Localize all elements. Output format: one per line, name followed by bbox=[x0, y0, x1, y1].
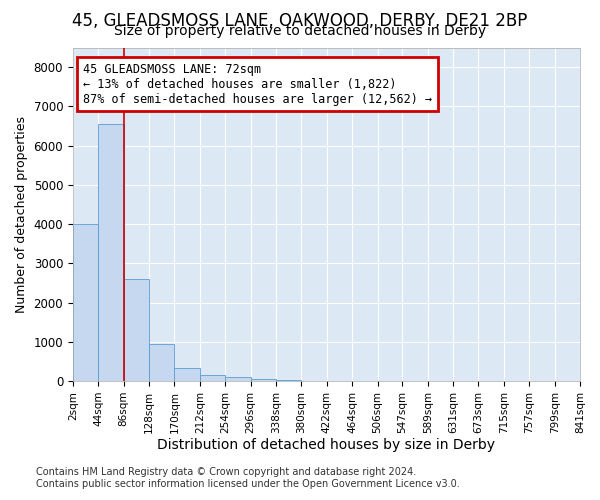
Bar bbox=[225, 377, 251, 381]
Bar bbox=[73, 224, 98, 381]
Bar bbox=[98, 124, 124, 381]
Bar bbox=[149, 344, 175, 381]
Text: 45 GLEADSMOSS LANE: 72sqm
← 13% of detached houses are smaller (1,822)
87% of se: 45 GLEADSMOSS LANE: 72sqm ← 13% of detac… bbox=[83, 62, 432, 106]
Text: Size of property relative to detached houses in Derby: Size of property relative to detached ho… bbox=[114, 24, 486, 38]
Y-axis label: Number of detached properties: Number of detached properties bbox=[15, 116, 28, 313]
X-axis label: Distribution of detached houses by size in Derby: Distribution of detached houses by size … bbox=[157, 438, 496, 452]
Bar bbox=[276, 380, 301, 381]
Text: Contains HM Land Registry data © Crown copyright and database right 2024.
Contai: Contains HM Land Registry data © Crown c… bbox=[36, 468, 460, 489]
Bar bbox=[251, 379, 276, 381]
Text: 45, GLEADSMOSS LANE, OAKWOOD, DERBY, DE21 2BP: 45, GLEADSMOSS LANE, OAKWOOD, DERBY, DE2… bbox=[73, 12, 527, 30]
Bar bbox=[124, 279, 149, 381]
Bar bbox=[175, 368, 200, 381]
Bar bbox=[200, 375, 225, 381]
